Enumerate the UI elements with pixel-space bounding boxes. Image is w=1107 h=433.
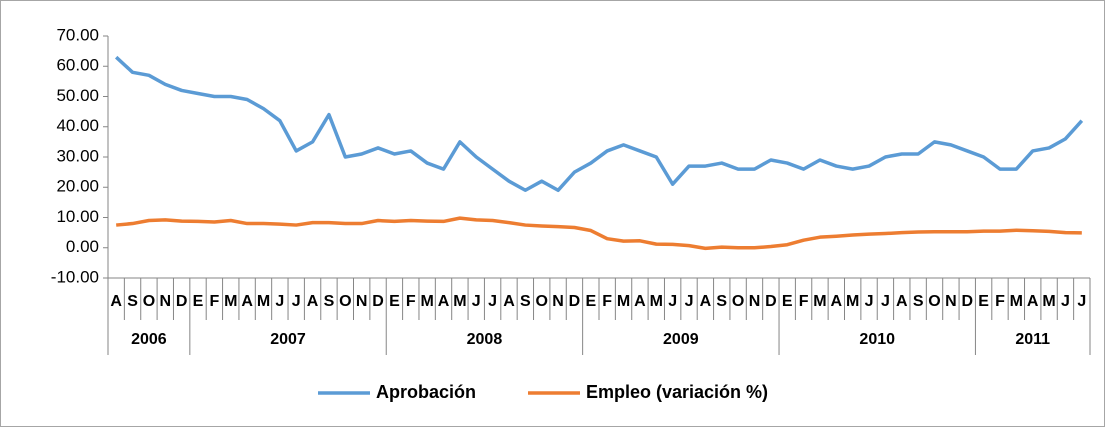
x-tick-label: A xyxy=(503,293,515,310)
x-tick-label: N xyxy=(945,293,957,310)
x-tick-label: J xyxy=(685,293,694,310)
x-tick-label: S xyxy=(913,293,924,310)
x-tick-label: J xyxy=(292,293,301,310)
x-tick-label: J xyxy=(488,293,497,310)
x-tick-label: J xyxy=(1077,293,1086,310)
y-tick-label: 20.00 xyxy=(56,177,99,196)
x-tick-label: M xyxy=(1042,293,1055,310)
x-tick-label: A xyxy=(634,293,646,310)
legend-label: Empleo (variación %) xyxy=(586,382,768,402)
x-tick-label: F xyxy=(995,293,1005,310)
y-tick-label: 40.00 xyxy=(56,116,99,135)
x-tick-label: J xyxy=(275,293,284,310)
x-tick-label: M xyxy=(813,293,826,310)
x-tick-label: A xyxy=(700,293,712,310)
x-tick-label: S xyxy=(324,293,335,310)
x-group-label: 2009 xyxy=(663,331,699,348)
x-tick-label: E xyxy=(585,293,596,310)
x-tick-label: A xyxy=(307,293,319,310)
y-tick-label: 10.00 xyxy=(56,207,99,226)
x-group-label: 2010 xyxy=(859,331,895,348)
x-tick-label: S xyxy=(127,293,138,310)
x-tick-label: F xyxy=(799,293,809,310)
x-tick-label: E xyxy=(782,293,793,310)
x-tick-label: N xyxy=(552,293,564,310)
x-tick-label: F xyxy=(602,293,612,310)
x-group-label: 2007 xyxy=(270,331,306,348)
x-tick-label: O xyxy=(928,293,940,310)
x-tick-label: S xyxy=(716,293,727,310)
x-tick-label: M xyxy=(257,293,270,310)
x-tick-label: D xyxy=(176,293,188,310)
y-tick-label: 60.00 xyxy=(56,56,99,75)
x-tick-label: E xyxy=(389,293,400,310)
x-tick-label: D xyxy=(569,293,581,310)
y-tick-label: 50.00 xyxy=(56,86,99,105)
x-tick-label: J xyxy=(865,293,874,310)
x-tick-label: N xyxy=(356,293,368,310)
y-tick-label: 0.00 xyxy=(66,237,99,256)
x-tick-label: M xyxy=(617,293,630,310)
x-tick-label: E xyxy=(978,293,989,310)
x-tick-label: O xyxy=(732,293,744,310)
y-tick-label: 30.00 xyxy=(56,146,99,165)
x-tick-label: A xyxy=(1027,293,1039,310)
x-tick-label: D xyxy=(961,293,973,310)
x-tick-label: N xyxy=(749,293,761,310)
x-tick-label: D xyxy=(765,293,777,310)
x-tick-label: M xyxy=(846,293,859,310)
x-tick-label: M xyxy=(453,293,466,310)
x-tick-label: E xyxy=(193,293,204,310)
x-tick-label: A xyxy=(241,293,253,310)
x-tick-label: D xyxy=(372,293,384,310)
x-tick-label: M xyxy=(420,293,433,310)
series-line xyxy=(116,216,1082,251)
x-tick-label: A xyxy=(896,293,908,310)
x-tick-label: J xyxy=(668,293,677,310)
x-tick-label: F xyxy=(406,293,416,310)
x-tick-label: A xyxy=(110,293,122,310)
x-tick-label: J xyxy=(472,293,481,310)
x-tick-label: A xyxy=(831,293,843,310)
x-tick-label: O xyxy=(143,293,155,310)
x-group-label: 2011 xyxy=(1015,331,1050,348)
x-tick-label: F xyxy=(209,293,219,310)
x-tick-label: A xyxy=(438,293,450,310)
x-group-label: 2008 xyxy=(467,331,503,348)
y-tick-label: 70.00 xyxy=(56,25,99,44)
x-group-label: 2006 xyxy=(131,331,167,348)
x-tick-label: O xyxy=(339,293,351,310)
x-tick-label: J xyxy=(1061,293,1070,310)
x-tick-label: M xyxy=(224,293,237,310)
x-tick-label: O xyxy=(535,293,547,310)
x-tick-label: N xyxy=(160,293,172,310)
x-tick-label: J xyxy=(881,293,890,310)
x-tick-label: M xyxy=(650,293,663,310)
x-tick-label: S xyxy=(520,293,531,310)
legend-label: Aprobación xyxy=(376,382,476,402)
series-line xyxy=(114,55,1084,193)
x-tick-label: M xyxy=(1010,293,1023,310)
y-tick-label: -10.00 xyxy=(51,267,99,286)
